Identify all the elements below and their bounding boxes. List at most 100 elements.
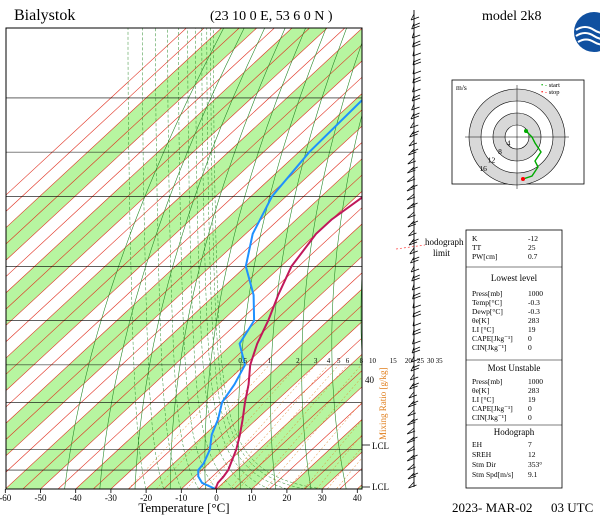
hodograph-ring-label: 4 xyxy=(507,139,511,148)
index-label: EH xyxy=(472,440,483,449)
wind-barb xyxy=(412,23,420,29)
index-label: Stm Dir xyxy=(472,460,496,469)
index-value: 0 xyxy=(528,343,532,352)
wind-barbs-column xyxy=(407,10,421,488)
index-label: Press[mb] xyxy=(472,377,502,386)
wind-barb xyxy=(407,185,417,191)
index-label: TT xyxy=(472,243,482,252)
mixing-ratio-tick: 1 xyxy=(268,357,272,365)
station-coords: (23 10 0 E, 53 6 0 N ) xyxy=(210,9,333,24)
wind-barb xyxy=(412,104,420,110)
wind-barb xyxy=(412,95,420,101)
index-label: Press[mb] xyxy=(472,289,502,298)
index-label: θe[K] xyxy=(472,386,489,395)
wind-barb xyxy=(412,275,420,281)
valid-time: 03 UTC xyxy=(551,500,593,515)
wind-barb xyxy=(411,14,419,20)
wind-barb xyxy=(409,392,417,398)
wind-barb xyxy=(412,32,420,38)
x-tick-label: 40 xyxy=(353,493,363,503)
x-tick-label: -50 xyxy=(35,493,47,503)
hodograph-ring-label: 8 xyxy=(498,147,502,156)
lcl-label-upper: LCL xyxy=(372,441,389,451)
mixing-ratio-tick: 30 xyxy=(427,357,435,365)
index-value: 283 xyxy=(528,386,540,395)
wind-barb xyxy=(407,167,417,173)
stability-indices-panel: K -12 TT 25 PW[cm] 0.7 Lowest level Press[mb] 10… xyxy=(466,230,562,488)
wind-barb xyxy=(411,113,420,119)
mixing-ratio-tick: 3 xyxy=(314,357,318,365)
model-name: model 2k8 xyxy=(482,9,542,24)
hodograph-limit-line1: hodograph xyxy=(425,237,464,247)
index-value: 19 xyxy=(528,395,536,404)
wind-barb xyxy=(408,149,418,155)
mixing-ratio-tick: 4 xyxy=(327,357,331,365)
mixing-ratio-tick: 25 xyxy=(417,357,425,365)
wind-barb xyxy=(412,347,420,353)
x-tick-label: 20 xyxy=(282,493,292,503)
index-label: K xyxy=(472,234,478,243)
index-label: Dewp[°C] xyxy=(472,307,503,316)
dwd-logo-icon xyxy=(574,12,600,52)
hodograph-unit: m/s xyxy=(456,83,467,92)
hodograph-start-point xyxy=(524,129,528,133)
index-section-title: Hodograph xyxy=(494,427,535,437)
wind-barb xyxy=(407,203,417,209)
wind-barb xyxy=(408,401,418,407)
x-tick-label: -30 xyxy=(105,493,117,503)
wind-barb xyxy=(407,455,417,461)
x-tick-label: 30 xyxy=(318,493,328,503)
wind-barb xyxy=(412,284,420,290)
index-label: Temp[°C] xyxy=(472,298,502,307)
index-value: 283 xyxy=(528,316,540,325)
wind-barb xyxy=(407,419,417,425)
wind-barb xyxy=(408,473,418,479)
index-value: 9.1 xyxy=(528,470,538,479)
mixing-ratio-tick: 35 xyxy=(436,357,444,365)
index-label: CIN[Jkg⁻¹] xyxy=(472,343,507,352)
mixing-ratio-tick: 2 xyxy=(296,357,300,365)
wind-barb xyxy=(407,437,417,443)
index-section-title: Most Unstable xyxy=(488,363,541,373)
index-value: 0 xyxy=(528,334,532,343)
mixing-ratio-tick: 10 xyxy=(369,357,377,365)
index-value: 12 xyxy=(528,450,536,459)
x-tick-label: -60 xyxy=(0,493,12,503)
legend-stop: • - stop xyxy=(541,89,560,96)
hodograph-stop-point xyxy=(521,177,525,181)
index-value: -12 xyxy=(528,234,538,243)
wind-barb xyxy=(410,257,419,263)
legend-start: • - start xyxy=(541,82,560,89)
lcl-label-lower: LCL xyxy=(372,482,389,492)
mixing-ratio-tick: 6 xyxy=(346,357,350,365)
index-value: 25 xyxy=(528,243,536,252)
index-label: CAPE[Jkg⁻¹] xyxy=(472,334,513,343)
mixing-ratio-tick: 20 xyxy=(405,357,413,365)
index-label: Stm Spd[m/s] xyxy=(472,470,513,479)
wind-barb xyxy=(408,410,416,416)
wind-barb xyxy=(409,482,417,488)
index-value: 7 xyxy=(528,440,532,449)
wind-barb xyxy=(408,230,416,236)
mixing-ratio-tick: 5 xyxy=(337,357,341,365)
wind-barb xyxy=(408,158,416,164)
station-name: Bialystok xyxy=(14,7,75,24)
index-label: θe[K] xyxy=(472,316,489,325)
index-value: 19 xyxy=(528,325,536,334)
wind-barb xyxy=(409,140,417,146)
index-section-title: Lowest level xyxy=(491,273,538,283)
index-label: PW[cm] xyxy=(472,252,497,261)
index-value: 353° xyxy=(528,460,542,469)
hodograph-ring-label: 16 xyxy=(479,164,487,173)
mixing-ratio-axis-label: Mixing Ratio [g/kg] xyxy=(378,368,388,441)
index-label: LI [°C] xyxy=(472,325,494,334)
x-axis-title: Temperature [°C] xyxy=(138,500,229,515)
mixing-ratio-tick: 0.5 xyxy=(238,357,247,365)
mixing-ratio-tick: 15 xyxy=(390,357,398,365)
index-label: CIN[Jkg⁻¹] xyxy=(472,413,507,422)
index-value: 1000 xyxy=(528,377,543,386)
index-value: 0.7 xyxy=(528,252,538,261)
